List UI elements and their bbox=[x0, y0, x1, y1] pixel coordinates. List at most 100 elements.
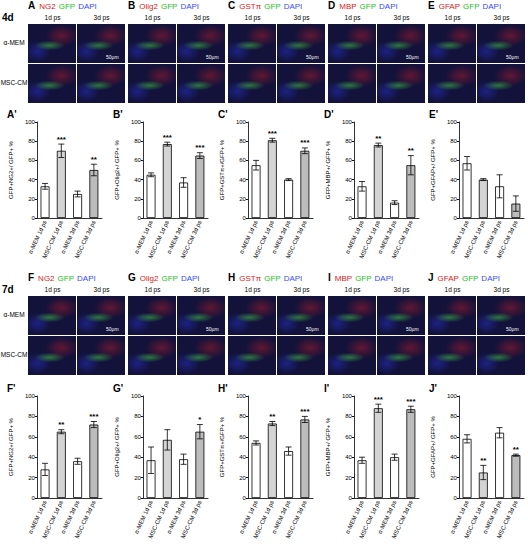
svg-text:60: 60 bbox=[28, 157, 35, 163]
svg-text:C': C' bbox=[218, 109, 228, 120]
svg-text:GFP+MBP+/ GFP+ %: GFP+MBP+/ GFP+ % bbox=[325, 417, 331, 476]
svg-text:0: 0 bbox=[137, 215, 141, 221]
svg-text:0: 0 bbox=[348, 495, 352, 501]
svg-text:100: 100 bbox=[447, 119, 458, 125]
svg-text:80: 80 bbox=[239, 413, 246, 419]
svg-text:GFP+MBP+/ GFP+ %: GFP+MBP+/ GFP+ % bbox=[325, 140, 331, 199]
svg-text:***: *** bbox=[300, 407, 310, 416]
svg-text:*: * bbox=[198, 415, 202, 424]
svg-text:G': G' bbox=[113, 383, 123, 394]
svg-text:40: 40 bbox=[239, 177, 246, 183]
svg-text:B': B' bbox=[113, 109, 123, 120]
svg-text:60: 60 bbox=[239, 434, 246, 440]
svg-text:20: 20 bbox=[28, 475, 35, 481]
svg-text:60: 60 bbox=[28, 434, 35, 440]
svg-text:GFP+NG2+/ GFP+ %: GFP+NG2+/ GFP+ % bbox=[8, 417, 14, 476]
svg-text:60: 60 bbox=[239, 157, 246, 163]
svg-text:D': D' bbox=[324, 109, 334, 120]
svg-text:40: 40 bbox=[345, 177, 352, 183]
svg-text:80: 80 bbox=[451, 138, 458, 144]
svg-text:40: 40 bbox=[345, 454, 352, 460]
svg-text:**: ** bbox=[91, 155, 98, 164]
svg-text:MSC-CM 3d ps: MSC-CM 3d ps bbox=[285, 220, 308, 260]
svg-text:GFP+GSTπ+/GFP+ %: GFP+GSTπ+/GFP+ % bbox=[219, 416, 225, 477]
svg-text:20: 20 bbox=[28, 196, 35, 202]
svg-text:100: 100 bbox=[447, 393, 458, 399]
svg-text:**: ** bbox=[58, 420, 65, 429]
svg-text:I': I' bbox=[324, 383, 329, 394]
svg-text:40: 40 bbox=[134, 177, 141, 183]
svg-text:20: 20 bbox=[345, 475, 352, 481]
svg-text:MSC-CM 3d ps: MSC-CM 3d ps bbox=[74, 500, 97, 540]
svg-text:100: 100 bbox=[236, 119, 247, 125]
svg-text:20: 20 bbox=[239, 475, 246, 481]
svg-text:MSC-CM 3d ps: MSC-CM 3d ps bbox=[179, 500, 202, 540]
svg-text:0: 0 bbox=[32, 495, 36, 501]
svg-text:0: 0 bbox=[454, 495, 458, 501]
svg-text:E': E' bbox=[429, 109, 438, 120]
svg-text:MSC-CM 3d ps: MSC-CM 3d ps bbox=[391, 220, 414, 260]
svg-text:40: 40 bbox=[239, 454, 246, 460]
svg-text:100: 100 bbox=[130, 119, 141, 125]
svg-text:***: *** bbox=[57, 135, 67, 144]
svg-text:80: 80 bbox=[134, 413, 141, 419]
svg-text:20: 20 bbox=[239, 196, 246, 202]
svg-text:***: *** bbox=[268, 129, 278, 138]
svg-text:**: ** bbox=[375, 134, 382, 143]
svg-text:F': F' bbox=[7, 383, 16, 394]
svg-text:80: 80 bbox=[134, 138, 141, 144]
svg-text:**: ** bbox=[481, 456, 488, 465]
svg-text:60: 60 bbox=[345, 157, 352, 163]
svg-text:GFP+GFAP+/ GFP+ %: GFP+GFAP+/ GFP+ % bbox=[430, 416, 436, 478]
svg-text:0: 0 bbox=[243, 495, 247, 501]
svg-text:100: 100 bbox=[25, 119, 36, 125]
svg-text:GFP+GFAP+/ GFP+ %: GFP+GFAP+/ GFP+ % bbox=[430, 139, 436, 201]
svg-text:60: 60 bbox=[451, 434, 458, 440]
svg-text:80: 80 bbox=[345, 138, 352, 144]
svg-text:100: 100 bbox=[130, 393, 141, 399]
svg-text:MSC-CM 3d ps: MSC-CM 3d ps bbox=[179, 220, 202, 260]
svg-text:20: 20 bbox=[451, 475, 458, 481]
svg-text:20: 20 bbox=[451, 196, 458, 202]
svg-text:80: 80 bbox=[28, 413, 35, 419]
svg-text:**: ** bbox=[513, 445, 520, 454]
svg-text:20: 20 bbox=[134, 196, 141, 202]
svg-text:80: 80 bbox=[451, 413, 458, 419]
svg-text:0: 0 bbox=[32, 215, 36, 221]
svg-text:**: ** bbox=[269, 412, 276, 421]
svg-text:40: 40 bbox=[28, 177, 35, 183]
svg-text:MSC-CM 3d ps: MSC-CM 3d ps bbox=[285, 500, 308, 540]
svg-text:0: 0 bbox=[454, 215, 458, 221]
svg-text:GFP+Olig2+/ GFP+ %: GFP+Olig2+/ GFP+ % bbox=[114, 140, 120, 200]
svg-text:H': H' bbox=[218, 383, 228, 394]
svg-text:60: 60 bbox=[345, 434, 352, 440]
svg-text:MSC-CM 3d ps: MSC-CM 3d ps bbox=[391, 500, 414, 540]
svg-text:**: ** bbox=[408, 146, 415, 155]
svg-text:J': J' bbox=[429, 383, 437, 394]
svg-text:40: 40 bbox=[134, 454, 141, 460]
svg-text:***: *** bbox=[89, 412, 99, 421]
svg-text:0: 0 bbox=[137, 495, 141, 501]
svg-text:***: *** bbox=[406, 397, 416, 406]
svg-text:40: 40 bbox=[28, 454, 35, 460]
svg-text:20: 20 bbox=[345, 196, 352, 202]
svg-text:***: *** bbox=[162, 133, 172, 142]
svg-text:60: 60 bbox=[134, 157, 141, 163]
svg-text:40: 40 bbox=[451, 177, 458, 183]
svg-text:A': A' bbox=[7, 109, 17, 120]
svg-text:0: 0 bbox=[243, 215, 247, 221]
svg-text:80: 80 bbox=[239, 138, 246, 144]
svg-text:MSC-CM 3d ps: MSC-CM 3d ps bbox=[496, 220, 519, 260]
svg-text:***: *** bbox=[300, 138, 310, 147]
svg-text:100: 100 bbox=[236, 393, 247, 399]
svg-text:MSC-CM 3d ps: MSC-CM 3d ps bbox=[496, 500, 519, 540]
svg-text:20: 20 bbox=[134, 475, 141, 481]
svg-text:80: 80 bbox=[345, 413, 352, 419]
svg-text:100: 100 bbox=[342, 393, 353, 399]
svg-text:GFP+Olig2+/ GFP+ %: GFP+Olig2+/ GFP+ % bbox=[114, 417, 120, 477]
svg-text:80: 80 bbox=[28, 138, 35, 144]
svg-text:MSC-CM 3d ps: MSC-CM 3d ps bbox=[74, 220, 97, 260]
svg-text:60: 60 bbox=[134, 434, 141, 440]
svg-text:60: 60 bbox=[451, 157, 458, 163]
svg-text:***: *** bbox=[195, 143, 205, 152]
